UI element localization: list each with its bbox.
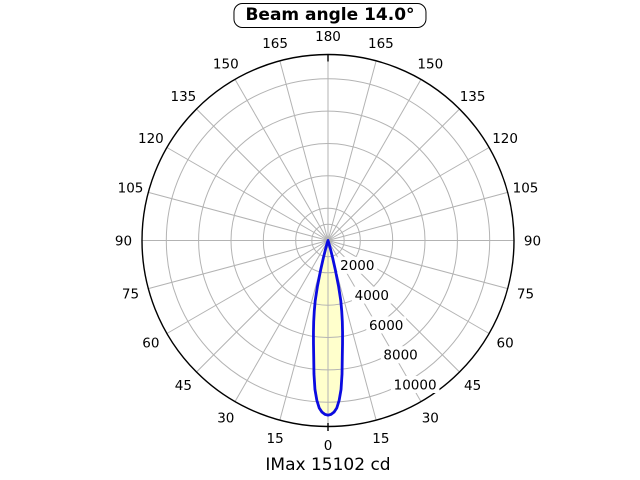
angle-gridline [327, 60, 377, 241]
radial-tick-label-bg [380, 346, 421, 364]
radial-tick-label: 2000 [340, 258, 374, 274]
angle-gridline [279, 60, 329, 241]
angle-gridline [196, 240, 329, 373]
angle-tick-label: 90 [524, 233, 541, 249]
angle-tick-label: 150 [213, 56, 239, 72]
radial-tick-label: 6000 [369, 318, 403, 334]
radial-tick-label: 8000 [383, 348, 417, 364]
angle-tick-label: 45 [464, 378, 481, 394]
angle-tick-label: 15 [267, 431, 284, 447]
angle-tick-label: 135 [171, 89, 197, 105]
angle-gridline [196, 108, 329, 241]
angle-tick-label: 165 [368, 36, 394, 52]
angle-gridline [327, 79, 422, 241]
angle-tick-label: 0 [324, 438, 333, 454]
angle-gridline [327, 108, 460, 241]
radial-tick-label-bg [351, 286, 392, 304]
angle-tick-label: 150 [417, 56, 443, 72]
angle-gridline [234, 240, 329, 402]
angle-tick-label: 120 [138, 131, 164, 147]
angle-gridline [166, 147, 329, 241]
angle-tick-label: 90 [115, 233, 132, 249]
angle-tick-label: 30 [217, 410, 234, 426]
angle-tick-label: 60 [142, 336, 159, 352]
angle-tick-label: 180 [315, 29, 341, 45]
angle-tick-label: 15 [372, 431, 389, 447]
beam-curve [312, 239, 344, 417]
angle-gridline [148, 240, 329, 290]
angle-tick-label: 75 [122, 286, 139, 302]
angle-tick-label: 30 [422, 410, 439, 426]
angle-tick-label: 120 [492, 131, 518, 147]
chart-title: Beam angle 14.0° [233, 3, 427, 28]
angle-gridline [166, 240, 329, 334]
angle-tick-label: 45 [175, 378, 192, 394]
angle-tick-label: 105 [513, 180, 539, 196]
angle-gridline [327, 147, 490, 241]
radial-tick-label-bg [366, 316, 407, 334]
angle-tick-label: 60 [497, 336, 514, 352]
imax-label: IMax 15102 cd [265, 455, 391, 475]
radial-tick-label: 10000 [394, 377, 437, 393]
angle-tick-label: 105 [118, 180, 144, 196]
radial-tick-label: 4000 [355, 288, 389, 304]
radial-tick-label-bg [390, 376, 440, 393]
angle-tick-label: 135 [460, 89, 486, 105]
angle-gridline [327, 240, 490, 334]
angle-gridline [327, 191, 508, 241]
angle-tick-label: 165 [262, 36, 288, 52]
angle-gridline [234, 79, 329, 241]
radial-tick-label-bg [337, 256, 378, 274]
angle-gridline [148, 191, 329, 241]
angle-tick-label: 75 [517, 286, 534, 302]
angle-gridline [327, 240, 508, 290]
